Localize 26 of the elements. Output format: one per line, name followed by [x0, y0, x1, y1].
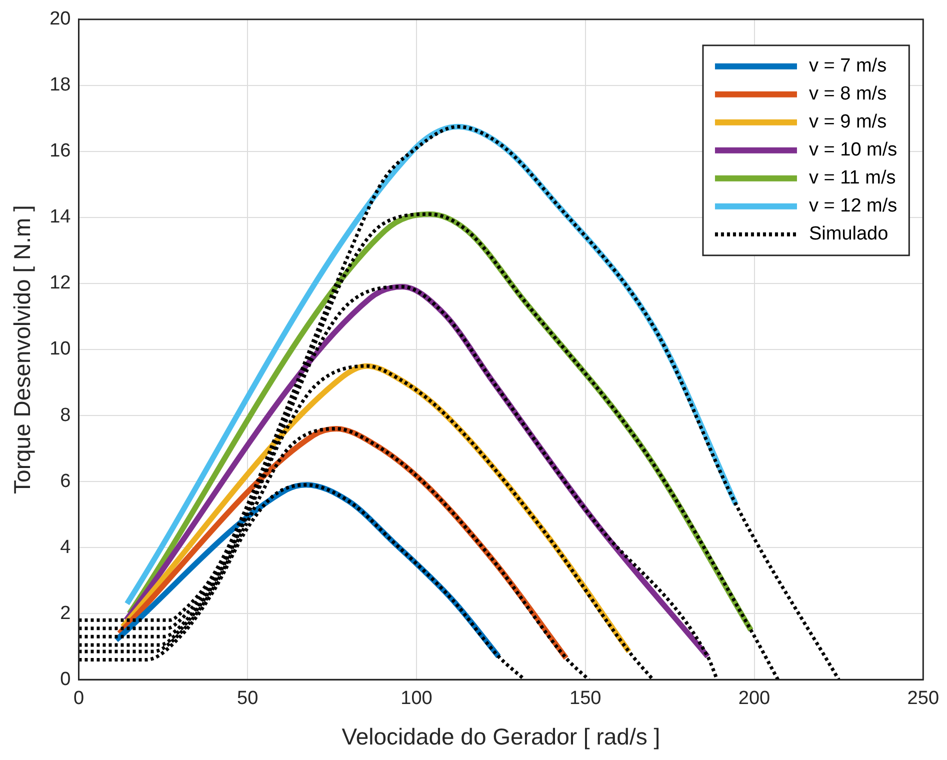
y-tick-label: 10	[50, 338, 71, 360]
x-tick-label: 200	[738, 688, 770, 710]
legend-label: v = 11 m/s	[808, 168, 896, 189]
y-tick-label: 18	[50, 74, 71, 96]
y-tick-label: 2	[60, 602, 71, 624]
legend-label: v = 12 m/s	[808, 196, 898, 217]
legend-label: v = 7 m/s	[808, 56, 887, 77]
y-tick-label: 8	[60, 404, 71, 426]
x-tick-label: 100	[400, 688, 432, 710]
y-tick-label: 16	[50, 140, 71, 162]
x-tick-label: 50	[237, 688, 258, 710]
y-tick-label: 14	[50, 206, 72, 228]
y-tick-label: 0	[60, 668, 71, 690]
x-tick-label: 250	[907, 688, 939, 710]
y-tick-label: 4	[60, 536, 72, 558]
x-axis-title: Velocidade do Gerador [ rad/s ]	[342, 724, 660, 750]
y-tick-label: 6	[60, 470, 71, 492]
legend-label: v = 10 m/s	[808, 140, 898, 161]
x-tick-label: 0	[73, 688, 84, 710]
x-tick-label: 150	[570, 688, 602, 710]
legend-label: Simulado	[808, 224, 888, 245]
y-axis-title: Torque Desenvolvido [ N.m ]	[9, 205, 36, 494]
y-tick-label: 12	[50, 272, 71, 294]
legend-label: v = 9 m/s	[808, 112, 887, 133]
legend-label: v = 8 m/s	[808, 84, 887, 105]
y-tick-label: 20	[50, 8, 71, 30]
